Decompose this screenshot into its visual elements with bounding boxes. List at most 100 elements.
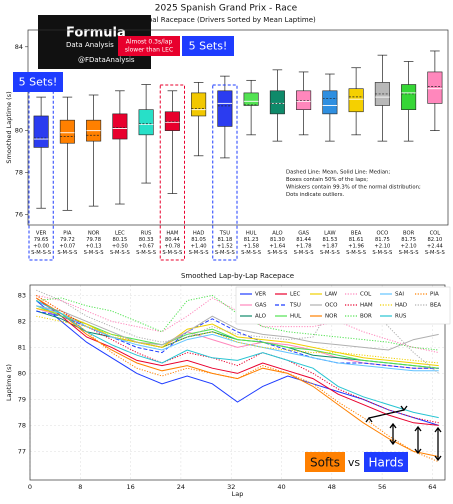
x-tick-label: OCO [376,231,388,237]
x-tick-label: 81.30 [270,237,285,243]
x-tick-label: +1.64 [269,244,286,250]
plot-frame [27,29,449,226]
x-tick-label: HUL [246,231,257,237]
x-tick-label: TSU [219,231,230,237]
x-tick-label: VER [36,231,47,237]
box-body [427,71,443,104]
x-tick-label: 79.65 [34,237,49,243]
series-line [36,305,439,351]
box [243,79,259,136]
x-tick-label: ALO [272,231,282,237]
x-tick-label: NOR [88,231,100,237]
series-line [36,297,439,458]
y-axis-label: Laptime (s) [5,364,13,401]
x-tick-label: GAS [298,231,309,237]
x-tick-label: +1.78 [296,244,312,250]
arrow-head [389,439,397,446]
legend-label: COL [360,292,372,298]
x-tick-label: S-M-S-S [372,250,392,256]
x-tick-label: 79.72 [60,237,75,243]
x-tick-label: +2.10 [401,244,417,250]
x-tick-label: +0.07 [59,244,75,250]
legend-label: NOR [325,314,337,320]
logo-tagline: Data Analysis [66,41,114,49]
box [322,73,338,142]
box-body [191,92,207,117]
x-tick-label: 81.18 [217,237,232,243]
x-tick-label: 81.23 [244,237,259,243]
legend-label: RUS [395,314,407,320]
box-body [112,113,128,140]
series-line [36,300,439,419]
x-tick-label: S-M-S-S [241,250,261,256]
series-line [36,305,439,369]
x-tick-label: 32 [227,483,235,491]
x-tick-label: 81.44 [296,237,312,243]
arrow-head [400,405,408,412]
arrow-head [434,426,442,433]
arrow-head [414,425,422,432]
legend: VER GAS ALO LEC TSU HUL LAW OCO NOR COL HAM BOR SAI H… [235,286,451,325]
logo-handle: @FDataAnalysis [78,56,135,64]
series-line [36,307,439,367]
legend-label: OCO [325,303,338,309]
series-line [36,294,439,424]
series-line [36,310,439,369]
highlight-frame [212,84,238,261]
box [86,94,102,207]
legend-label: TSU [289,303,301,309]
legend-label: VER [255,292,266,298]
note: slower than LEC [125,47,173,54]
x-tick-label: +1.52 [217,244,233,250]
box [112,90,128,205]
x-tick-label: 82.10 [427,237,442,243]
x-tick-label: +0.78 [164,244,180,250]
x-tick-label: 24 [177,483,185,491]
x-tick-label: LEC [115,231,125,237]
x-tick-label: 81.05 [191,237,206,243]
arrow-head [434,455,442,462]
x-tick-label: 56 [378,483,386,491]
x-tick-label: 8 [78,483,82,491]
x-tick-label: 80.33 [139,237,154,243]
y-tick-label: 82 [18,317,26,325]
legend-note: Boxes contain 50% of the laps; [286,177,368,183]
series-line [36,294,439,354]
series-line [36,305,439,372]
legend-note: Whiskers contain 99.3% of the normal dis… [286,185,421,191]
x-tick-label: HAM [166,231,178,237]
series-line [35,300,439,426]
x-tick-label: 80.15 [112,237,127,243]
x-tick-label: S-M-S-S [346,250,366,256]
x-tick-label: 81.75 [375,237,390,243]
legend-label: HUL [290,314,302,320]
box-body [269,90,285,115]
box-body [348,88,364,113]
box [374,54,390,142]
x-tick-label: S-M-S-S [215,250,235,256]
legend-label: BEA [430,303,441,309]
x-tick-label: +0.00 [33,244,49,250]
x-tick-label: 40 [277,483,285,491]
note: 5 Sets! [189,40,228,53]
x-tick-label: S-M-S-S [110,250,130,256]
annotation: Hards [369,456,404,470]
x-tick-label: +1.40 [191,244,207,250]
x-tick-label: S-M-S-S [57,250,77,256]
chart-title: Smoothed Lap-by-Lap Racepace [181,272,294,280]
x-tick-label: +1.96 [348,244,364,250]
x-tick-label: LAW [324,231,335,237]
y-tick-label: 84 [15,43,23,51]
x-tick-label: 0 [28,483,32,491]
x-tick-label: +0.13 [86,244,102,250]
box [217,75,233,159]
annotation-box [364,452,408,472]
x-tick-label: S-M-S-S [136,250,156,256]
x-tick-label: S-M-S-S [425,250,445,256]
plot-frame [29,284,446,481]
x-tick-label: 80.44 [165,237,181,243]
y-tick-label: 81 [18,343,26,351]
x-tick-label: S-M-S-S [294,250,314,256]
legend-label: PIA [430,292,439,298]
